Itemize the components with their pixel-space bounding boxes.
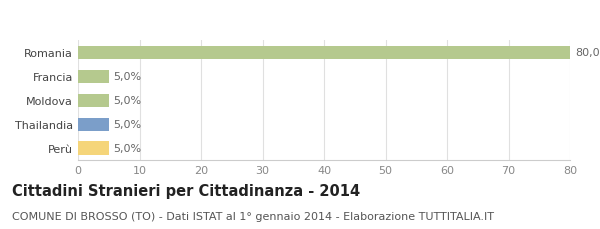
Text: 5,0%: 5,0% bbox=[113, 72, 142, 82]
Bar bbox=[78, 47, 570, 60]
Bar bbox=[78, 142, 109, 155]
Text: COMUNE DI BROSSO (TO) - Dati ISTAT al 1° gennaio 2014 - Elaborazione TUTTITALIA.: COMUNE DI BROSSO (TO) - Dati ISTAT al 1°… bbox=[12, 211, 494, 221]
Text: 5,0%: 5,0% bbox=[113, 120, 142, 130]
Text: 80,0%: 80,0% bbox=[575, 48, 600, 58]
Text: Cittadini Stranieri per Cittadinanza - 2014: Cittadini Stranieri per Cittadinanza - 2… bbox=[12, 183, 360, 198]
Text: 5,0%: 5,0% bbox=[113, 96, 142, 106]
Legend: Europa, Asia, America: Europa, Asia, America bbox=[212, 0, 436, 4]
Bar bbox=[78, 71, 109, 84]
Text: 5,0%: 5,0% bbox=[113, 143, 142, 153]
Bar bbox=[78, 94, 109, 107]
Bar bbox=[78, 118, 109, 131]
